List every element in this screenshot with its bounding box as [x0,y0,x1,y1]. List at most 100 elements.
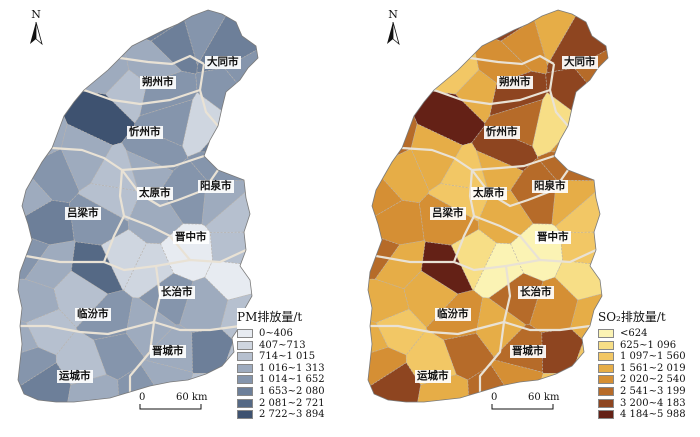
north-arrow: N [382,8,404,48]
legend-label: 625~1 096 [620,339,677,351]
county-region [187,151,258,182]
pm-map-panel: N 大同市 朔州市 忻州市 太原市 阳泉市 吕梁市 晋中市 长治市 临汾市 晋城… [17,8,325,422]
legend-swatch [598,352,614,362]
province-outline [17,9,259,403]
legend-label: 4 184~5 988 [620,409,686,421]
city-label-datong: 大同市 [205,56,241,69]
legend-label: 2 722~3 894 [259,409,325,421]
city-label-jinzhong: 晋中市 [535,231,571,244]
legend-label: <624 [620,328,648,339]
city-label-linfen: 临汾市 [435,308,471,321]
scale-end-label: 60 km [528,392,560,403]
city-label-jincheng: 晋城市 [510,345,546,358]
legend-label: 2 081~2 721 [259,397,325,409]
county-region [61,10,126,39]
scale-bar: 0 60 km [491,392,561,422]
city-boundary [503,320,591,332]
legend-swatch [598,340,614,350]
city-boundary [469,54,555,66]
legend-item: 4 184~5 988 [598,409,686,420]
county-region [53,270,109,329]
scale-start-label: 0 [491,392,498,403]
scale-bar-line [139,404,202,410]
scale-bar: 0 60 km [139,392,209,422]
legend-item: 714~1 015 [237,351,325,362]
county-region [223,10,258,157]
city-boundary [25,249,247,272]
legend-swatch [598,398,614,408]
legend-label: 1 653~2 080 [259,385,325,397]
legend-item: 625~1 096 [598,340,686,351]
legend-label: 1 016~1 313 [259,362,325,374]
legend-item: 2 722~3 894 [237,409,325,420]
so2-legend: SO₂排放量/t <624 625~1 096 1 097~1 560 1 561~2… [598,308,686,421]
city-label-taiyuan: 太原市 [471,187,507,200]
north-label: N [388,8,398,21]
county-region [18,50,81,104]
north-arrow-icon [30,22,43,46]
city-label-lvliang: 吕梁市 [65,207,101,220]
legend-swatch [598,363,614,373]
legend-item: 2 020~2 540 [598,374,686,385]
city-label-datong: 大同市 [562,56,598,69]
legend-swatch [598,386,614,396]
legend-item: 2 541~3 199 [598,386,686,397]
county-region [368,346,407,400]
county-region [191,327,235,374]
city-label-yangquan: 阳泉市 [198,180,234,193]
legend-swatch [237,410,253,420]
legend-swatch [237,386,253,396]
legend-item: 2 081~2 721 [237,398,325,409]
county-region [443,333,495,381]
city-boundary [198,63,219,127]
legend-swatch [237,329,253,338]
legend-label: 1 561~2 019 [620,362,686,374]
legend-swatch [237,340,253,350]
county-region [368,278,410,324]
legend-label: 0~406 [259,328,293,339]
north-arrow: N [25,8,47,48]
city-boundary [473,214,541,261]
legend-item: 0~406 [237,328,325,339]
city-boundary [20,320,155,336]
city-boundary [119,54,205,66]
county-region [18,278,60,324]
north-arrow-icon [387,22,400,46]
legend-item: 1 097~1 560 [598,351,686,362]
county-region [573,10,608,157]
city-label-linfen: 临汾市 [75,308,111,321]
county-region [537,151,608,182]
city-boundary [375,249,597,272]
legend-swatch [237,398,253,408]
pm-legend-title: PM排放量/t [237,310,303,324]
legend-label: 2 020~2 540 [620,374,686,386]
county-region [554,260,608,301]
so2-map-panel: N 大同市 朔州市 忻州市 太原市 阳泉市 吕梁市 晋中市 长治市 临汾市 晋城… [350,0,700,437]
city-boundary [370,320,505,336]
legend-label: 714~1 015 [259,351,316,363]
city-label-changzhi: 长治市 [159,286,195,299]
county-region [18,346,57,400]
legend-label: 1 014~1 652 [259,374,325,386]
legend-item: <624 [598,328,686,339]
pm-legend: PM排放量/t 0~406 407~713 714~1 015 1 016~1 313… [237,308,325,421]
legend-swatch [598,329,614,338]
county-region [411,10,476,39]
legend-item: 1 653~2 080 [237,386,325,397]
county-region [403,270,459,329]
city-label-yuncheng: 运城市 [57,370,93,383]
city-boundary [121,154,205,172]
city-boundary [471,154,555,172]
legend-item: 407~713 [237,340,325,351]
legend-label: 407~713 [259,339,306,351]
legend-label: 3 200~4 183 [620,397,686,409]
county-region [549,117,608,159]
county-region [204,260,258,301]
city-boundary [401,146,473,171]
province-outline [367,9,609,403]
legend-item: 1 016~1 313 [237,363,325,374]
scale-start-label: 0 [139,392,146,403]
legend-swatch [598,375,614,385]
legend-swatch [237,352,253,362]
city-label-jinzhong: 晋中市 [173,231,209,244]
